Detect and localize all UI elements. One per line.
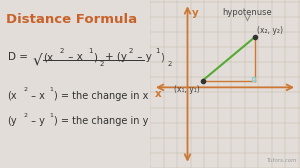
- Text: (x: (x: [43, 52, 53, 62]
- Text: Tutors.com: Tutors.com: [266, 158, 297, 163]
- Text: 2: 2: [59, 48, 64, 54]
- Text: 1: 1: [50, 113, 53, 118]
- Text: 1: 1: [155, 48, 160, 54]
- Text: 2: 2: [167, 61, 172, 67]
- Text: – x: – x: [65, 52, 83, 62]
- Bar: [252, 77, 255, 81]
- Text: – y: – y: [28, 116, 45, 126]
- Text: x: x: [154, 89, 161, 99]
- Text: – x: – x: [28, 91, 45, 101]
- Text: 1: 1: [50, 87, 53, 92]
- Text: (x₁, y₁): (x₁, y₁): [175, 85, 200, 94]
- Text: ): ): [160, 52, 164, 62]
- Text: (x₂, y₂): (x₂, y₂): [257, 26, 283, 35]
- Text: 1: 1: [88, 48, 92, 54]
- Text: 2: 2: [100, 61, 104, 67]
- Text: y: y: [192, 8, 199, 18]
- Text: √: √: [32, 52, 42, 67]
- Text: – y: – y: [134, 52, 152, 62]
- Text: ): ): [93, 52, 97, 62]
- Text: hypotenuse: hypotenuse: [223, 8, 272, 17]
- Text: ) = the change in x: ) = the change in x: [54, 91, 148, 101]
- Text: 2: 2: [23, 87, 27, 92]
- Text: 2: 2: [23, 113, 27, 118]
- Text: 2: 2: [128, 48, 133, 54]
- Text: (x: (x: [8, 91, 17, 101]
- Text: ) = the change in y: ) = the change in y: [54, 116, 148, 126]
- Text: Distance Formula: Distance Formula: [6, 13, 138, 26]
- Text: (y: (y: [8, 116, 17, 126]
- Text: + (y: + (y: [105, 52, 127, 62]
- Text: D =: D =: [8, 52, 28, 62]
